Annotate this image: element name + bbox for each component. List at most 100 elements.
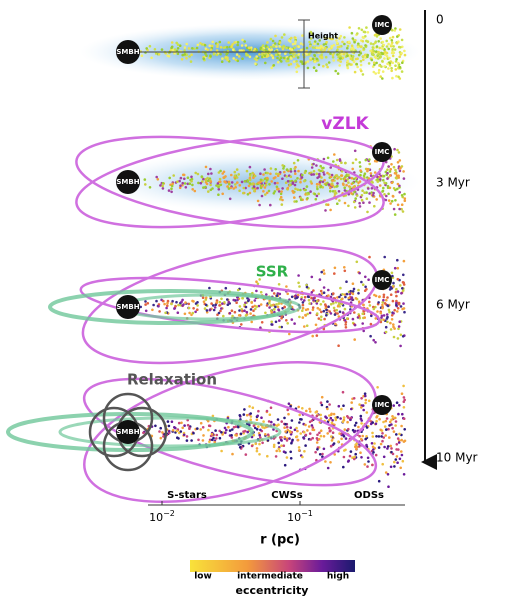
star-dot [368,158,371,161]
star-dot [276,305,280,309]
star-dot [362,201,365,204]
star-dot [234,425,238,429]
star-dot [202,177,205,181]
star-dot [176,52,180,56]
star-dot [261,48,265,51]
star-dot [393,29,397,32]
star-dot [209,180,213,183]
star-dot [328,429,332,433]
star-dot [307,298,311,302]
star-dot [183,312,187,316]
star-dot [299,196,302,200]
star-dot [188,311,191,315]
star-dot [304,433,308,437]
star-dot [274,53,278,56]
star-dot [329,461,332,464]
star-dot [206,176,209,180]
star-dot [345,280,348,284]
imc [372,395,392,415]
star-dot [396,35,399,38]
star-dot [290,295,294,299]
star-dot [287,39,291,42]
star-dot [400,38,404,42]
star-dot [390,418,393,422]
star-dot [372,61,376,64]
star-dot [222,314,225,318]
star-dot [394,458,398,461]
star-dot [280,420,284,423]
star-dot [337,440,340,444]
star-dot [329,295,333,299]
star-dot [259,436,262,439]
star-dot [389,321,392,325]
star-dot [258,203,261,207]
star-dot [381,462,385,466]
star-dot [309,438,313,441]
star-dot [277,302,281,305]
star-dot [255,280,258,284]
star-dot [219,309,222,313]
star-dot [322,291,326,295]
star-dot [389,465,393,469]
star-dot [349,450,353,453]
star-dot [330,184,334,187]
star-dot [210,172,213,175]
star-dot [331,37,335,41]
star-dot [340,161,343,164]
star-dot [400,450,403,453]
star-dot [297,281,300,285]
star-dot [230,173,233,177]
star-dot [304,308,308,312]
star-dot [326,203,330,206]
star-dot [396,461,399,465]
imc-label: IMC [375,276,390,284]
star-dot [313,53,316,57]
star-dot [370,442,374,445]
star-dot [402,406,406,409]
star-dot [247,299,250,303]
star-dot [284,430,287,433]
smbh-label: SMBH [116,303,139,311]
star-dot [202,57,205,60]
star-dot [311,436,315,440]
star-dot [289,175,293,178]
star-dot [320,176,323,179]
star-dot [393,460,396,464]
star-dot [390,66,393,70]
star-dot [329,175,333,179]
star-dot [364,158,368,162]
star-dot [397,176,401,179]
star-dot [328,403,331,406]
star-dot [299,432,303,435]
star-dot [388,424,391,427]
star-dot [257,425,260,428]
star-dot [391,54,395,58]
star-dot [350,176,354,180]
star-dot [220,297,223,301]
star-dot [342,435,346,438]
star-dot [259,290,263,294]
star-dot [361,283,365,287]
star-dot [319,169,322,173]
star-dot [362,48,366,51]
star-dot [370,187,374,190]
star-dot [250,320,253,324]
star-dot [303,179,306,183]
star-dot [176,47,180,50]
star-dot [258,278,262,281]
star-dot [286,57,290,60]
star-dot [367,278,370,282]
star-dot [399,333,403,337]
star-dot [317,317,321,320]
star-dot [358,180,362,183]
star-dot [275,303,278,306]
star-dot [398,191,402,194]
star-dot [343,449,346,452]
star-dot [285,425,289,429]
orbit [83,360,377,504]
star-dot [363,191,366,194]
star-dot [268,306,271,309]
star-dot [273,181,277,185]
star-dot [338,432,341,435]
